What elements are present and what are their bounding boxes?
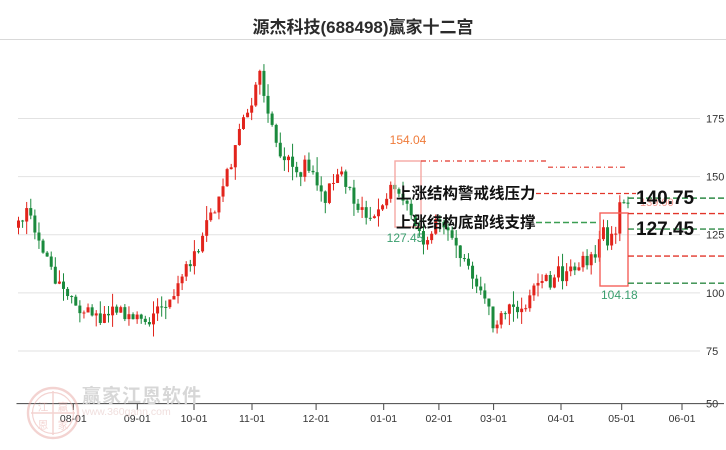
svg-text:75: 75 (706, 346, 718, 358)
svg-text:上涨结构警戒线压力: 上涨结构警戒线压力 (396, 182, 536, 204)
svg-text:上涨结构底部线支撑: 上涨结构底部线支撑 (396, 211, 536, 233)
svg-text:江: 江 (38, 400, 49, 415)
svg-text:154.04: 154.04 (390, 133, 427, 147)
svg-text:恩: 恩 (38, 418, 49, 433)
svg-text:127.45: 127.45 (387, 231, 424, 245)
svg-text:03-01: 03-01 (480, 413, 507, 425)
svg-text:赢: 赢 (58, 400, 69, 415)
svg-text:100: 100 (706, 288, 724, 300)
svg-text:127.45: 127.45 (636, 219, 695, 240)
svg-text:06-01: 06-01 (669, 413, 696, 425)
svg-text:125: 125 (706, 230, 724, 242)
svg-text:104.18: 104.18 (601, 288, 638, 302)
svg-text:10-01: 10-01 (181, 413, 208, 425)
svg-text:01-01: 01-01 (370, 413, 397, 425)
svg-text:140.75: 140.75 (636, 188, 695, 209)
svg-text:50: 50 (706, 399, 718, 411)
svg-text:02-01: 02-01 (425, 413, 452, 425)
svg-text:12-01: 12-01 (303, 413, 330, 425)
svg-text:05-01: 05-01 (608, 413, 635, 425)
svg-text:175: 175 (706, 114, 724, 126)
svg-text:04-01: 04-01 (548, 413, 575, 425)
svg-text:家: 家 (58, 418, 69, 433)
svg-text:11-01: 11-01 (239, 413, 265, 425)
svg-text:150: 150 (706, 172, 724, 184)
